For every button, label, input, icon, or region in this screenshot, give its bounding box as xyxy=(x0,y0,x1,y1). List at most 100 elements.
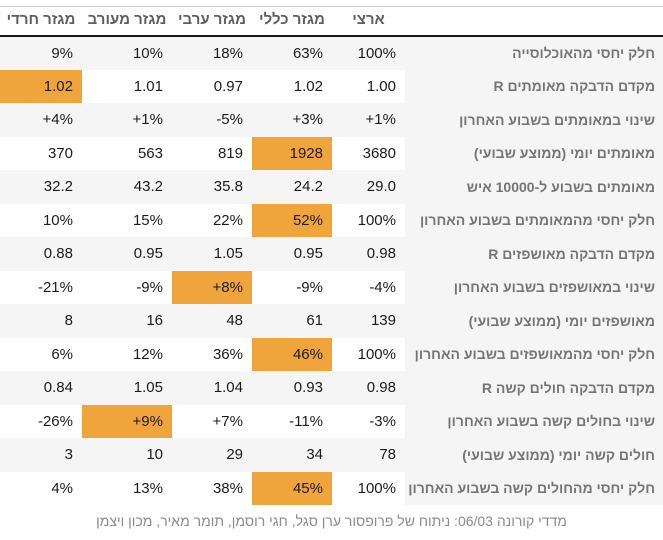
value-cell-haredi: 9% xyxy=(0,36,82,70)
value-cell-national: 100% xyxy=(332,203,405,237)
table-row: חלק יחסי מהאוכלוסייה 100% 63% 18% 10% 9% xyxy=(0,36,663,70)
value-cell-mixed: 16 xyxy=(82,304,172,338)
value-cell-mixed: 10 xyxy=(82,438,172,472)
row-label: מקדם הדבקה מאומתים R xyxy=(405,69,663,103)
value-cell-national: 100% xyxy=(332,337,405,371)
value-cell-haredi: 10% xyxy=(0,203,82,237)
value-cell-general: 45% xyxy=(252,471,332,505)
source-caption: מדדי קורונה 06/03: ניתוח של פרופסור ערן … xyxy=(96,513,567,529)
column-header-arab: מגזר ערבי xyxy=(172,6,252,37)
value-cell-arab: +7% xyxy=(172,404,252,438)
value-cell-national: 100% xyxy=(332,471,405,505)
value-cell-national: 3680 xyxy=(332,136,405,170)
value-cell-general: 0.95 xyxy=(252,237,332,271)
table-row: שינוי במאומתים בשבוע האחרון +1% +3% -5% +1% +… xyxy=(0,103,663,137)
value-cell-general: -11% xyxy=(252,404,332,438)
value-cell-general: 46% xyxy=(252,337,332,371)
corona-metrics-table: ארצי מגזר כללי מגזר ערבי מגזר מעורב מגזר חרד… xyxy=(0,6,663,505)
value-cell-arab: 1.05 xyxy=(172,237,252,271)
value-cell-haredi: 32.2 xyxy=(0,170,82,204)
value-cell-mixed: 13% xyxy=(82,471,172,505)
table-row: חלק יחסי מהמאומתים בשבוע האחרון 100% 52% 22… xyxy=(0,203,663,237)
row-label: מקדם הדבקה חולים קשה R xyxy=(405,371,663,405)
column-header-national: ארצי xyxy=(332,6,405,37)
table-row: מאומתים בשבוע ל-10000 איש 29.0 24.2 35.8 43.… xyxy=(0,170,663,204)
table-row: מקדם הדבקה חולים קשה R 0.98 0.93 1.04 1.05 0.… xyxy=(0,371,663,405)
value-cell-haredi: -26% xyxy=(0,404,82,438)
header-row: ארצי מגזר כללי מגזר ערבי מגזר מעורב מגזר חרד… xyxy=(0,6,663,37)
value-cell-haredi: 8 xyxy=(0,304,82,338)
value-cell-national: 139 xyxy=(332,304,405,338)
value-cell-mixed: 43.2 xyxy=(82,170,172,204)
value-cell-national: 78 xyxy=(332,438,405,472)
value-cell-mixed: 0.95 xyxy=(82,237,172,271)
value-cell-mixed: 1.01 xyxy=(82,69,172,103)
value-cell-mixed: 10% xyxy=(82,36,172,70)
row-label: חלק יחסי מהמאושפזים בשבוע האחרון xyxy=(405,337,663,371)
row-label: מאומתים יומי (ממוצע שבועי) xyxy=(405,136,663,170)
value-cell-arab: 48 xyxy=(172,304,252,338)
value-cell-mixed: 15% xyxy=(82,203,172,237)
value-cell-general: +3% xyxy=(252,103,332,137)
value-cell-arab: 0.97 xyxy=(172,69,252,103)
row-label: שינוי במאומתים בשבוע האחרון xyxy=(405,103,663,137)
table-row: מאושפזים יומי (ממוצע שבועי) 139 61 48 16 8 xyxy=(0,304,663,338)
row-label: מאומתים בשבוע ל-10000 איש xyxy=(405,170,663,204)
value-cell-mixed: 12% xyxy=(82,337,172,371)
value-cell-haredi: 0.88 xyxy=(0,237,82,271)
column-header-labels xyxy=(405,6,663,37)
value-cell-general: 1928 xyxy=(252,136,332,170)
value-cell-haredi: 1.02 xyxy=(0,69,82,103)
table-row: חלק יחסי מהחולים קשה בשבוע האחרון 100% 45%… xyxy=(0,471,663,505)
table-header: ארצי מגזר כללי מגזר ערבי מגזר מעורב מגזר חרד… xyxy=(0,6,663,37)
row-label: חלק יחסי מהמאומתים בשבוע האחרון xyxy=(405,203,663,237)
column-header-mixed: מגזר מעורב xyxy=(82,6,172,37)
row-label: חלק יחסי מהאוכלוסייה xyxy=(405,36,663,70)
table-row: מקדם הדבקה מאומתים R 1.00 1.02 0.97 1.01 1.02 xyxy=(0,69,663,103)
table-body: חלק יחסי מהאוכלוסייה 100% 63% 18% 10% 9% מקדם … xyxy=(0,36,663,505)
value-cell-general: 24.2 xyxy=(252,170,332,204)
value-cell-national: 0.98 xyxy=(332,371,405,405)
value-cell-national: 29.0 xyxy=(332,170,405,204)
row-label: מאושפזים יומי (ממוצע שבועי) xyxy=(405,304,663,338)
table-row: חולים קשה יומי (ממוצע שבועי) 78 34 29 10 3 xyxy=(0,438,663,472)
value-cell-national: 100% xyxy=(332,36,405,70)
value-cell-general: 0.93 xyxy=(252,371,332,405)
value-cell-mixed: 563 xyxy=(82,136,172,170)
value-cell-arab: -5% xyxy=(172,103,252,137)
table-row: מאומתים יומי (ממוצע שבועי) 3680 1928 819 563… xyxy=(0,136,663,170)
value-cell-arab: 1.04 xyxy=(172,371,252,405)
value-cell-general: 34 xyxy=(252,438,332,472)
value-cell-arab: 819 xyxy=(172,136,252,170)
value-cell-haredi: 6% xyxy=(0,337,82,371)
table-row: חלק יחסי מהמאושפזים בשבוע האחרון 100% 46% 3… xyxy=(0,337,663,371)
value-cell-haredi: 370 xyxy=(0,136,82,170)
column-header-haredi: מגזר חרדי xyxy=(0,6,82,37)
value-cell-mixed: 1.05 xyxy=(82,371,172,405)
value-cell-mixed: -9% xyxy=(82,270,172,304)
value-cell-haredi: -21% xyxy=(0,270,82,304)
row-label: שינוי בחולים קשה בשבוע האחרון xyxy=(405,404,663,438)
table-row: שינוי בחולים קשה בשבוע האחרון -3% -11% +7% +… xyxy=(0,404,663,438)
column-header-general: מגזר כללי xyxy=(252,6,332,37)
value-cell-general: -9% xyxy=(252,270,332,304)
value-cell-national: 0.98 xyxy=(332,237,405,271)
row-label: שינוי במאושפזים בשבוע האחרון xyxy=(405,270,663,304)
value-cell-general: 63% xyxy=(252,36,332,70)
value-cell-arab: 18% xyxy=(172,36,252,70)
value-cell-general: 1.02 xyxy=(252,69,332,103)
row-label: חולים קשה יומי (ממוצע שבועי) xyxy=(405,438,663,472)
value-cell-general: 52% xyxy=(252,203,332,237)
value-cell-arab: 38% xyxy=(172,471,252,505)
value-cell-mixed: +1% xyxy=(82,103,172,137)
value-cell-arab: 29 xyxy=(172,438,252,472)
value-cell-arab: 35.8 xyxy=(172,170,252,204)
row-label: חלק יחסי מהחולים קשה בשבוע האחרון xyxy=(405,471,663,505)
value-cell-haredi: 4% xyxy=(0,471,82,505)
table-row: שינוי במאושפזים בשבוע האחרון -4% -9% +8% -9%… xyxy=(0,270,663,304)
value-cell-arab: +8% xyxy=(172,270,252,304)
value-cell-national: +1% xyxy=(332,103,405,137)
value-cell-national: -3% xyxy=(332,404,405,438)
value-cell-haredi: 0.84 xyxy=(0,371,82,405)
row-label: מקדם הדבקה מאושפזים R xyxy=(405,237,663,271)
